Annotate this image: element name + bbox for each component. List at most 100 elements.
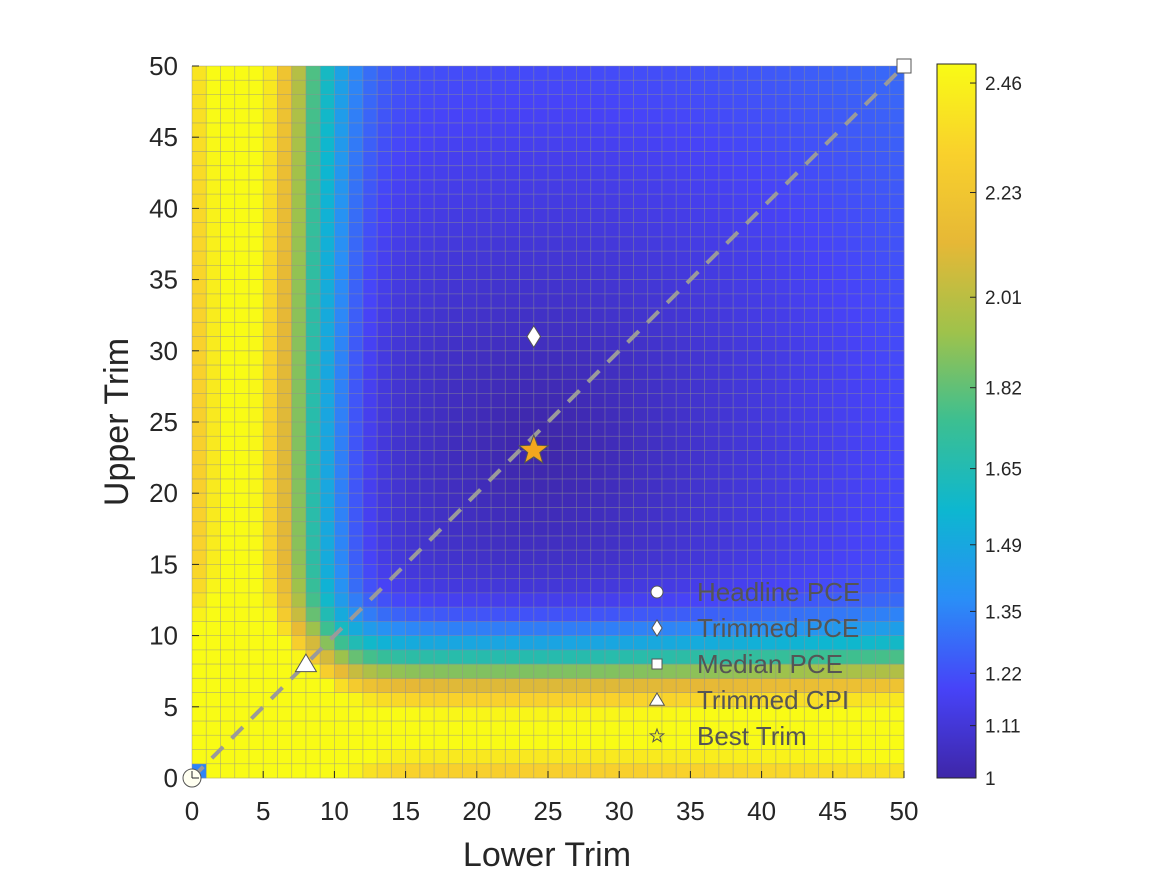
heatmap-cell [889, 592, 905, 608]
heatmap-cell [718, 493, 734, 508]
heatmap-cell [690, 80, 705, 95]
heatmap-cell [704, 308, 720, 323]
heatmap-cell [548, 194, 563, 209]
y-tick-label: 5 [164, 692, 178, 722]
heatmap-cell [790, 550, 805, 565]
heatmap-cell [334, 151, 349, 166]
heatmap-cell [889, 151, 905, 166]
heatmap-cell [576, 279, 592, 295]
heatmap-cell [234, 678, 250, 693]
heatmap-cell [804, 478, 819, 494]
heatmap-cell [419, 179, 435, 195]
heatmap-cell [718, 108, 734, 124]
heatmap-cell [533, 179, 549, 195]
heatmap-cell [818, 763, 834, 779]
heatmap-cell [220, 763, 236, 779]
heatmap-cell [491, 621, 506, 636]
heatmap-cell [348, 422, 364, 437]
heatmap-cell [220, 607, 236, 622]
heatmap-cell [576, 308, 592, 323]
heatmap-cell [647, 279, 663, 295]
heatmap-cell [206, 649, 221, 665]
heatmap-cell [704, 507, 720, 522]
heatmap-cell [818, 607, 834, 622]
heatmap-cell [847, 735, 862, 750]
heatmap-cell [448, 450, 463, 466]
heatmap-cell [234, 393, 250, 409]
heatmap-cell [220, 308, 236, 323]
heatmap-cell [619, 721, 634, 736]
heatmap-cell [676, 464, 691, 480]
heatmap-cell [604, 521, 620, 537]
heatmap-cell [405, 322, 421, 337]
heatmap-cell [277, 749, 292, 765]
heatmap-cell [234, 436, 250, 451]
heatmap-cell [491, 194, 506, 209]
heatmap-cell [348, 222, 364, 238]
heatmap-cell [604, 279, 620, 295]
heatmap-cell [804, 350, 819, 366]
heatmap-cell [305, 507, 321, 522]
heatmap-cell [790, 66, 805, 81]
heatmap-cell [875, 763, 891, 779]
heatmap-cell [690, 564, 705, 579]
heatmap-cell [790, 151, 805, 166]
heatmap-cell [747, 749, 762, 765]
heatmap-cell [476, 749, 492, 765]
heatmap-cell [775, 236, 791, 252]
heatmap-cell [761, 635, 777, 651]
heatmap-cell [889, 749, 905, 765]
heatmap-cell [647, 236, 663, 252]
heatmap-cell [263, 279, 278, 295]
colorbar-tick-label: 1.65 [985, 460, 1022, 481]
heatmap-cell [647, 436, 663, 451]
heatmap-cell [704, 108, 720, 124]
heatmap-cell [519, 550, 535, 565]
heatmap-cell [305, 137, 321, 152]
heatmap-cell [718, 279, 734, 295]
heatmap-cell [248, 151, 264, 166]
heatmap-cell [291, 550, 307, 565]
heatmap-cell [661, 621, 677, 636]
heatmap-cell [861, 493, 876, 508]
heatmap-cell [519, 179, 535, 195]
heatmap-cell [747, 265, 762, 280]
heatmap-cell [462, 721, 478, 736]
heatmap-cell [377, 108, 392, 124]
heatmap-cell [448, 635, 463, 651]
heatmap-cell [889, 165, 905, 181]
heatmap-cell [775, 336, 791, 352]
heatmap-cell [661, 592, 677, 608]
heatmap-cell [405, 279, 421, 295]
heatmap-cell [690, 208, 705, 223]
heatmap-cell [348, 578, 364, 594]
heatmap-cell [761, 108, 777, 124]
heatmap-cell [633, 521, 648, 537]
heatmap-cell [761, 208, 777, 223]
heatmap-cell [377, 649, 392, 665]
heatmap-cell [747, 649, 762, 665]
heatmap-cell [248, 407, 264, 423]
heatmap-cell [476, 664, 492, 679]
heatmap-cell [263, 350, 278, 366]
heatmap-cell [761, 265, 777, 280]
heatmap-cell [875, 336, 891, 352]
heatmap-cell [263, 251, 278, 266]
heatmap-cell [320, 179, 335, 195]
heatmap-cell [576, 122, 592, 138]
heatmap-cell [448, 108, 463, 124]
heatmap-cell [704, 550, 720, 565]
heatmap-cell [647, 379, 663, 394]
heatmap-cell [519, 108, 535, 124]
heatmap-cell [476, 251, 492, 266]
heatmap-cell [377, 379, 392, 394]
heatmap-cell [847, 194, 862, 209]
heatmap-cell [690, 94, 705, 110]
heatmap-cell [476, 165, 492, 181]
heatmap-cell [206, 478, 221, 494]
heatmap-cell [633, 179, 648, 195]
heatmap-cell [533, 564, 549, 579]
heatmap-cell [889, 706, 905, 722]
heatmap-cell [875, 621, 891, 636]
